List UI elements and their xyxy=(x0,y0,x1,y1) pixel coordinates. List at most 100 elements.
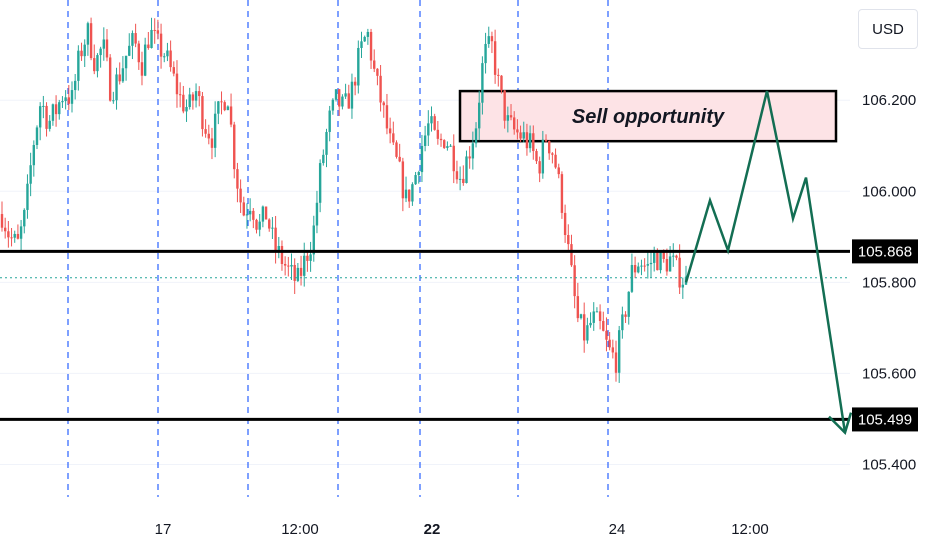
candle-body xyxy=(115,74,118,101)
candle-body xyxy=(675,255,678,258)
candle-body xyxy=(592,311,595,323)
level-price-badge xyxy=(852,239,918,264)
candle-body xyxy=(140,62,144,76)
candle-body xyxy=(401,161,405,199)
candle-body xyxy=(194,91,198,101)
candle-body xyxy=(229,106,233,125)
candle-body xyxy=(538,161,541,174)
candle-body xyxy=(656,252,659,271)
candle-body xyxy=(233,124,236,170)
candle-body xyxy=(567,235,570,245)
candle-body xyxy=(608,339,611,348)
candle-body xyxy=(248,210,252,215)
x-axis-tick-label: 22 xyxy=(424,521,441,538)
candle-body xyxy=(10,237,13,239)
candle-body xyxy=(108,57,112,101)
candle-body xyxy=(408,189,411,202)
candle-body xyxy=(398,156,401,162)
x-axis-tick-label: 24 xyxy=(609,521,626,538)
candle-body xyxy=(436,129,440,139)
candle-body xyxy=(376,68,379,76)
candle-body xyxy=(153,29,156,31)
candle-body xyxy=(643,265,646,267)
candle-body xyxy=(255,219,258,230)
candle-body xyxy=(484,43,487,64)
candle-body xyxy=(223,102,226,111)
currency-selector[interactable]: USD xyxy=(858,9,918,49)
candle-body xyxy=(204,129,207,134)
candle-body xyxy=(264,206,268,220)
candle-body xyxy=(287,265,290,267)
candle-body xyxy=(487,36,490,44)
candle-body xyxy=(89,23,93,59)
candle-body xyxy=(48,120,51,129)
candle-body xyxy=(668,256,672,272)
candle-body xyxy=(258,221,261,230)
candle-body xyxy=(420,145,424,173)
candle-body xyxy=(137,43,140,63)
candle-body xyxy=(239,188,242,203)
candle-body xyxy=(382,102,385,106)
candle-body xyxy=(163,56,166,58)
candle-body xyxy=(627,291,630,317)
candle-body xyxy=(528,133,532,149)
candle-body xyxy=(252,210,255,220)
candle-body xyxy=(471,143,475,159)
candle-body xyxy=(188,94,191,107)
candle-body xyxy=(602,321,605,331)
candle-body xyxy=(452,145,455,172)
candle-body xyxy=(159,33,163,57)
candle-body xyxy=(525,132,529,149)
candle-body xyxy=(672,255,675,257)
candle-body xyxy=(344,93,347,97)
candle-body xyxy=(385,105,389,129)
candle-body xyxy=(513,117,516,130)
candle-body xyxy=(61,101,64,103)
candle-body xyxy=(271,227,274,229)
candle-body xyxy=(220,101,223,103)
candle-body xyxy=(26,183,29,210)
candle-body xyxy=(80,50,83,57)
candle-body xyxy=(544,139,548,142)
candle-body xyxy=(665,258,669,272)
candle-body xyxy=(185,106,188,112)
candle-body xyxy=(640,265,643,267)
candle-body xyxy=(478,102,481,129)
candle-body xyxy=(611,347,615,353)
candle-body xyxy=(595,311,599,313)
candle-body xyxy=(134,33,137,44)
candle-body xyxy=(649,262,653,265)
candle-body xyxy=(637,266,640,273)
currency-label: USD xyxy=(872,20,904,38)
candle-body xyxy=(411,184,414,202)
candle-body xyxy=(347,93,350,109)
candle-body xyxy=(576,296,580,319)
candle-body xyxy=(236,169,239,189)
candle-body xyxy=(573,265,576,297)
candle-body xyxy=(38,106,42,128)
candle-body xyxy=(338,89,341,107)
candle-body xyxy=(67,97,71,104)
candle-body xyxy=(23,209,26,227)
candle-body xyxy=(522,132,525,139)
candle-body xyxy=(423,135,427,146)
candle-body xyxy=(617,330,621,373)
candle-body xyxy=(366,31,370,37)
candle-body xyxy=(490,36,494,42)
candle-body xyxy=(548,141,551,154)
candle-body xyxy=(458,178,462,180)
candle-body xyxy=(35,127,39,145)
candle-body xyxy=(551,153,554,155)
candle-body xyxy=(3,227,7,232)
candle-body xyxy=(557,167,560,175)
candle-body xyxy=(678,257,681,288)
candle-body xyxy=(0,214,4,228)
candle-body xyxy=(19,226,23,239)
y-axis-tick-label: 105.800 xyxy=(862,274,916,291)
candle-body xyxy=(430,116,433,124)
candle-body xyxy=(274,227,277,251)
candle-body xyxy=(446,146,449,148)
candle-body xyxy=(245,214,249,216)
candle-body xyxy=(169,50,172,68)
